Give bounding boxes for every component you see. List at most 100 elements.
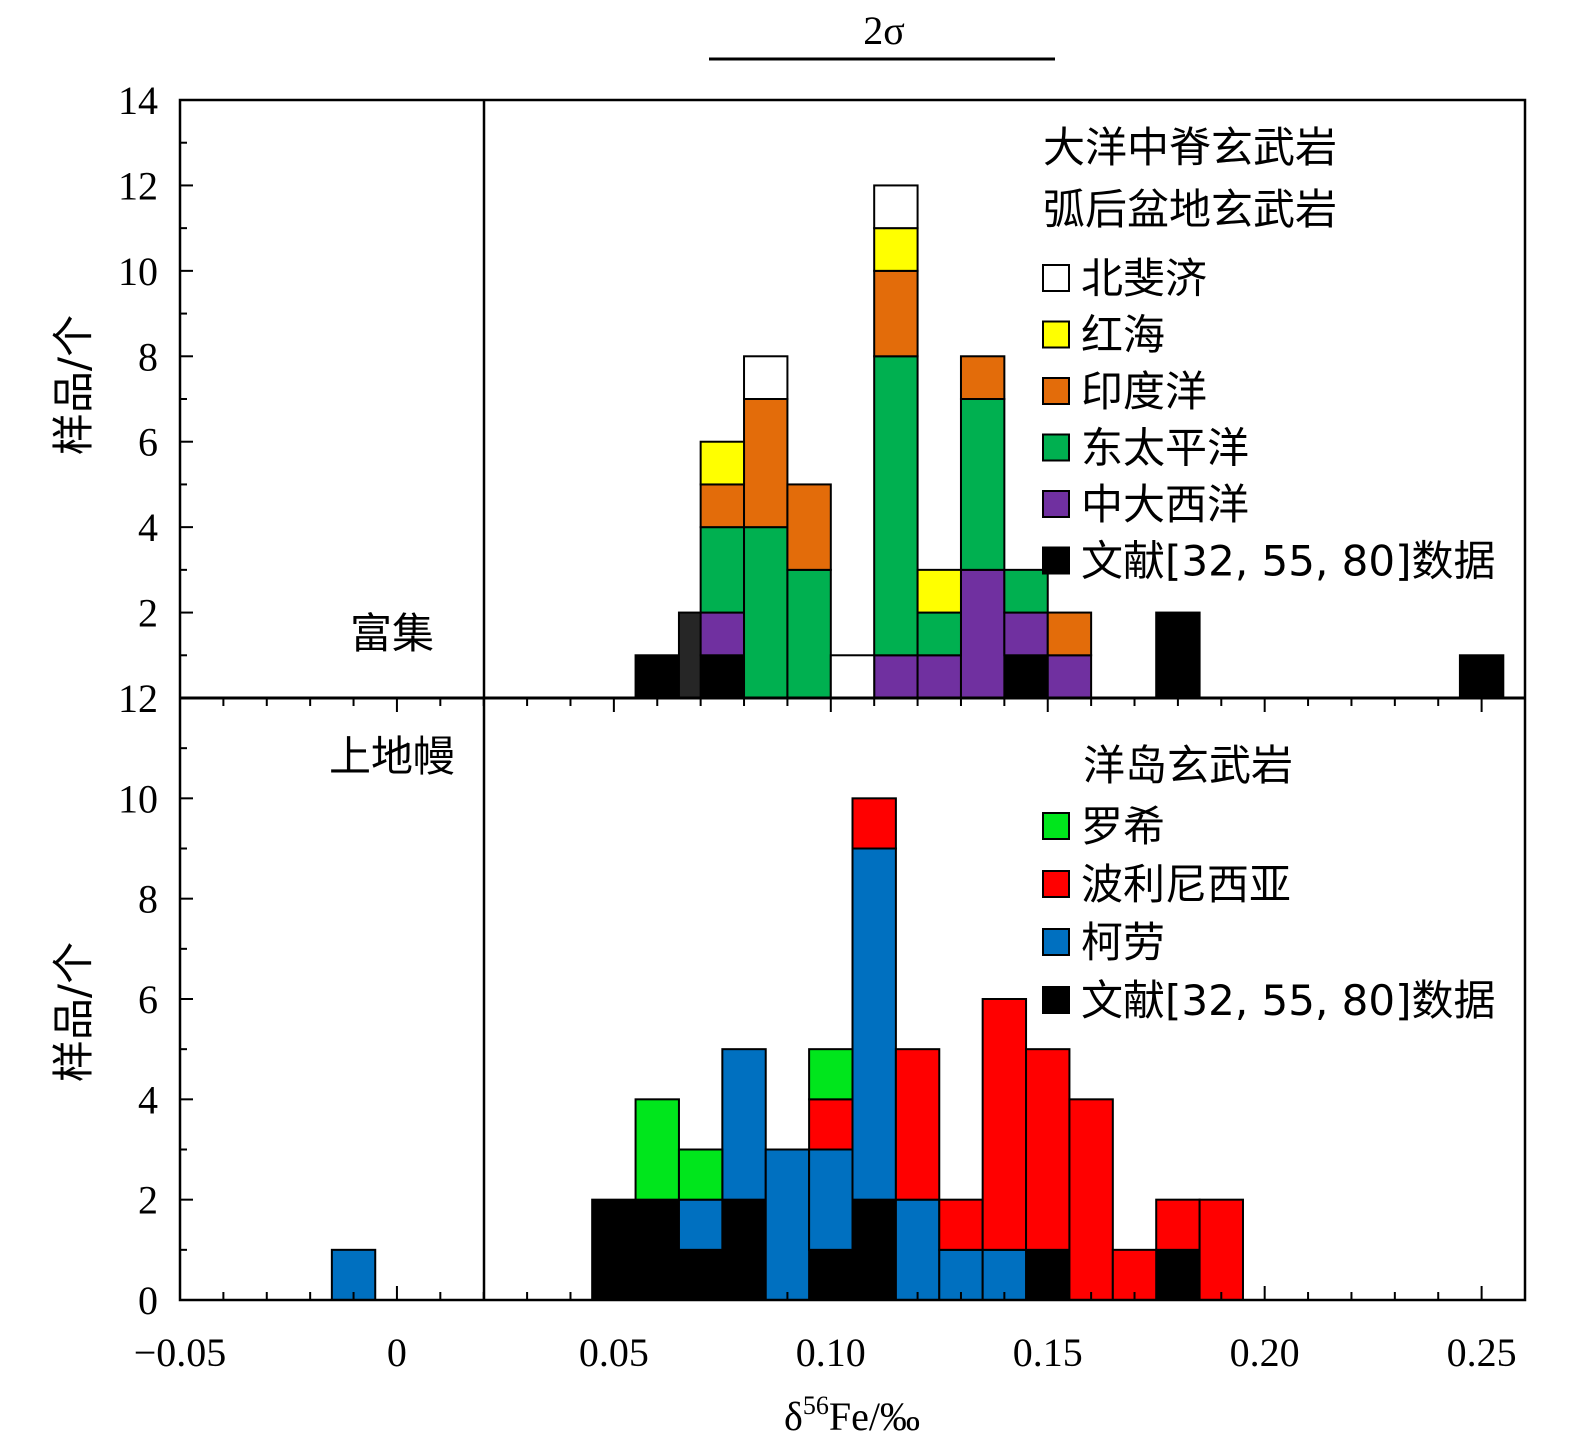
- bar-bottom-2-2: [894, 1048, 941, 1201]
- legend-label-top-1: 红海: [1081, 311, 1165, 360]
- bar-bottom-0-0: [591, 1198, 637, 1301]
- legend-swatch-top-1: [1042, 320, 1070, 349]
- bar-top-0-1: [829, 654, 876, 699]
- y-tick-bottom-4: 4: [138, 1077, 158, 1122]
- legend-label-bottom-3: 文献[32, 55, 80]数据: [1081, 976, 1496, 1025]
- bar-top-2-5: [1046, 611, 1093, 657]
- x-axis-unit: Fe/‰: [829, 1394, 920, 1439]
- legend-swatch-bottom-2: [1042, 928, 1070, 956]
- legend-title-bottom-0: 洋岛玄武岩: [1083, 741, 1293, 790]
- bar-bottom-2-3: [938, 1198, 984, 1251]
- bar-bottom-2-8: [1155, 1198, 1201, 1251]
- bar-top-4-4: [1003, 611, 1049, 657]
- bar-top-3-1: [743, 526, 789, 700]
- upper-mantle-label: 上地幔: [329, 732, 455, 781]
- legend-label-top-3: 东太平洋: [1081, 424, 1249, 473]
- bar-top-3-4: [916, 611, 962, 657]
- bar-top-4-1: [873, 654, 919, 699]
- bar-top-4-3: [959, 568, 1006, 699]
- bar-bottom-1-8: [981, 1248, 1028, 1302]
- bar-top-5-2: [699, 654, 746, 699]
- legend-swatch-top-4: [1042, 490, 1070, 518]
- y-tick-bottom-10: 10: [118, 776, 158, 821]
- bar-top-1-1: [873, 227, 919, 272]
- bar-bottom-1-3: [764, 1148, 811, 1301]
- top-y-tick-labels: 14 12 10 8 6 4 2: [118, 78, 158, 636]
- x-tick-0.10: 0.10: [796, 1330, 866, 1375]
- bar-top-1-2: [916, 568, 962, 614]
- bar-bottom-2-5: [1025, 1048, 1071, 1251]
- bar-bottom-1-5: [851, 847, 897, 1201]
- x-tick-0: 0: [387, 1330, 407, 1375]
- legend-swatch-bottom-3: [1042, 986, 1070, 1014]
- bar-top-5-5: [1458, 654, 1505, 699]
- bar-top-3-2: [786, 568, 832, 699]
- legend-label-bottom-1: 波利尼西亚: [1081, 860, 1291, 909]
- bar-bottom-0-1: [634, 1198, 680, 1301]
- legend-swatch-top-0: [1042, 264, 1070, 292]
- bar-top-3-3: [873, 355, 919, 657]
- bar-bottom-2-4: [981, 998, 1028, 1251]
- bar-top-2-4: [959, 355, 1006, 400]
- x-tick-0.25: 0.25: [1447, 1330, 1517, 1375]
- legend-title-top-0: 大洋中脊玄武岩: [1043, 123, 1337, 172]
- y-tick-top-8: 8: [138, 334, 158, 379]
- bar-top-3-0: [699, 526, 746, 614]
- bar-top-4-2: [916, 654, 962, 699]
- y-tick-top-2: 2: [138, 591, 158, 636]
- y-tick-bottom-2: 2: [138, 1178, 158, 1223]
- bar-top-2-0: [699, 483, 746, 529]
- bar-top-4-0: [699, 611, 746, 657]
- bar-bottom-1-2: [721, 1048, 767, 1201]
- legend-swatch-bottom-1: [1042, 870, 1070, 898]
- bar-top-0-0: [743, 355, 789, 400]
- top-y-axis-title: 样品/个: [49, 315, 98, 455]
- x-tick-0.05: 0.05: [579, 1330, 649, 1375]
- bar-top-1-0: [699, 440, 746, 486]
- x-tick-−0.05: −0.05: [134, 1330, 227, 1375]
- bar-top-5-0: [634, 654, 680, 699]
- bar-top-2-3: [873, 269, 919, 358]
- y-tick-bottom-12: 12: [118, 676, 158, 721]
- legend-swatch-top-2: [1042, 377, 1070, 405]
- bar-bottom-2-1: [851, 797, 897, 850]
- y-tick-top-6: 6: [138, 420, 158, 465]
- x-tick-0.15: 0.15: [1013, 1330, 1083, 1375]
- x-axis-delta: δ: [784, 1394, 803, 1439]
- axis-ticks: [179, 99, 1483, 1301]
- bar-bottom-0-3: [721, 1198, 767, 1301]
- y-tick-top-14: 14: [118, 78, 158, 123]
- legend-swatch-top-3: [1042, 433, 1070, 462]
- bar-bottom-3-1: [677, 1148, 724, 1201]
- legend-label-bottom-0: 罗希: [1081, 802, 1165, 851]
- y-tick-top-4: 4: [138, 505, 158, 550]
- x-axis-superscript: 56: [803, 1391, 829, 1420]
- y-tick-bottom-6: 6: [138, 977, 158, 1022]
- two-sigma-label: 2σ: [863, 8, 905, 53]
- bar-bottom-2-6: [1068, 1098, 1114, 1302]
- bar-bottom-3-0: [634, 1098, 680, 1201]
- legend-label-top-2: 印度洋: [1081, 367, 1207, 416]
- bar-bottom-1-4: [808, 1148, 854, 1251]
- y-tick-top-10: 10: [118, 249, 158, 294]
- x-tick-labels: −0.05 0 0.05 0.10 0.15 0.20 0.25: [134, 1330, 1517, 1375]
- y-tick-bottom-0: 0: [138, 1278, 158, 1323]
- bar-bottom-3-2: [808, 1048, 854, 1101]
- x-axis-title: δ56Fe/‰: [784, 1391, 920, 1439]
- bar-top-2-2: [786, 483, 832, 571]
- bar-top-5-3: [1003, 654, 1049, 699]
- bottom-y-tick-labels: 12 10 8 6 4 2 0: [118, 676, 158, 1323]
- legend-title-top-1: 弧后盆地玄武岩: [1043, 185, 1337, 234]
- bottom-y-axis-title: 样品/个: [49, 942, 98, 1082]
- bar-bottom-1-1: [677, 1198, 724, 1251]
- bottom-panel-bars: [330, 797, 1244, 1302]
- legend-label-top-0: 北斐济: [1081, 254, 1207, 303]
- bar-top-0-2: [873, 184, 919, 230]
- legend-label-top-4: 中大西洋: [1081, 480, 1249, 529]
- bar-bottom-1-6: [894, 1198, 941, 1301]
- legend-label-top-5: 文献[32, 55, 80]数据: [1081, 537, 1496, 586]
- legend-label-bottom-2: 柯劳: [1081, 918, 1165, 967]
